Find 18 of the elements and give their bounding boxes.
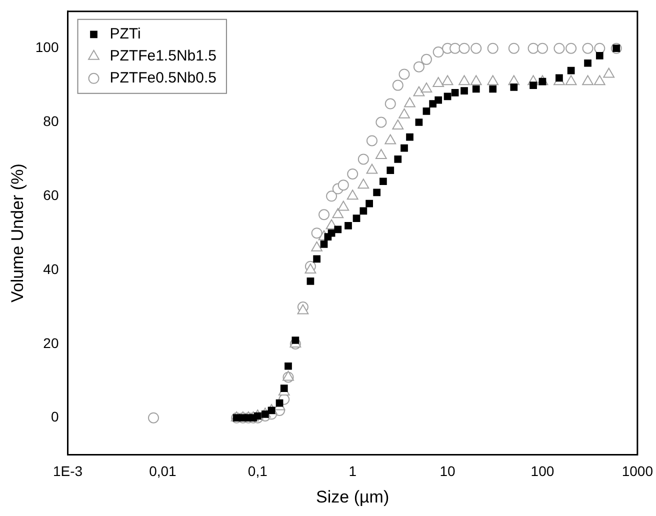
x-tick-label: 1E-3 bbox=[52, 463, 83, 480]
legend-label: PZTFe1.5Nb1.5 bbox=[110, 48, 216, 65]
y-tick-label: 100 bbox=[35, 39, 59, 56]
x-tick-label: 1000 bbox=[622, 463, 654, 480]
x-tick-label: 10 bbox=[440, 463, 456, 480]
y-axis-title: Volume Under (%) bbox=[8, 164, 27, 303]
x-axis-title: Size (µm) bbox=[316, 487, 390, 506]
x-tick-label: 100 bbox=[530, 463, 554, 480]
x-tick-label: 1 bbox=[348, 463, 357, 480]
legend-label: PZTi bbox=[110, 26, 141, 43]
x-tick-label: 0,1 bbox=[248, 463, 268, 480]
y-tick-label: 60 bbox=[43, 187, 59, 204]
y-tick-label: 0 bbox=[50, 408, 59, 425]
y-tick-label: 20 bbox=[43, 334, 59, 351]
x-tick-label: 0,01 bbox=[149, 463, 177, 480]
legend-label: PZTFe0.5Nb0.5 bbox=[110, 70, 216, 87]
y-tick-label: 80 bbox=[43, 113, 59, 130]
y-tick-label: 40 bbox=[43, 260, 59, 277]
